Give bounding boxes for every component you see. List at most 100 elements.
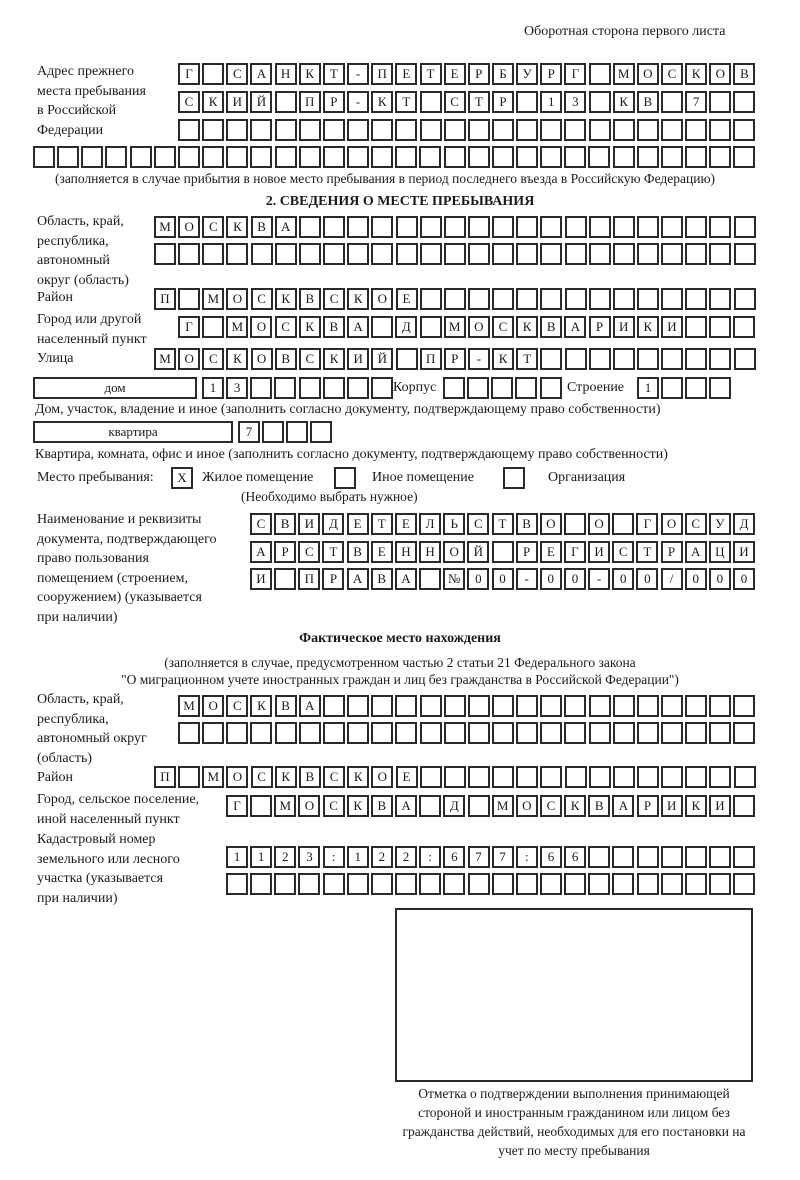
previous-address-row-2-cell[interactable]: -: [347, 91, 370, 113]
actual-city-row-cell[interactable]: А: [395, 795, 418, 817]
previous-address-row-3-cell[interactable]: [661, 119, 683, 141]
city-row-cell[interactable]: Р: [588, 316, 611, 338]
street-row-cell[interactable]: Т: [516, 348, 539, 370]
region-row-1-cell[interactable]: [637, 216, 659, 238]
previous-address-row-3-cell[interactable]: [371, 119, 394, 141]
district-row-cell[interactable]: [685, 288, 708, 310]
previous-address-row-4-cell[interactable]: [250, 146, 273, 168]
document-row-2-cell[interactable]: Н: [419, 541, 442, 563]
actual-region-row-2-cell[interactable]: [467, 722, 490, 744]
region-row-2-cell[interactable]: [588, 243, 611, 265]
document-row-2-cell[interactable]: О: [443, 541, 466, 563]
street-row-cell[interactable]: К: [226, 348, 249, 370]
previous-address-row-2-cell[interactable]: К: [612, 91, 635, 113]
previous-address-row-1-cell[interactable]: С: [226, 63, 249, 85]
previous-address-row-3-cell[interactable]: [178, 119, 200, 141]
actual-district-row-cell[interactable]: [492, 766, 515, 788]
document-row-3-cell[interactable]: 0: [733, 568, 755, 590]
actual-city-row-cell[interactable]: И: [709, 795, 731, 817]
previous-address-row-1-cell[interactable]: Р: [467, 63, 490, 85]
region-row-2-cell[interactable]: [347, 243, 370, 265]
previous-address-row-2-cell[interactable]: С: [443, 91, 466, 113]
district-row-cell[interactable]: [709, 288, 732, 310]
actual-city-row-cell[interactable]: М: [491, 795, 514, 817]
cadastral-row-1-cell[interactable]: [733, 846, 756, 868]
document-row-1-cell[interactable]: Д: [733, 513, 755, 535]
document-row-2-cell[interactable]: Г: [563, 541, 586, 563]
district-row-cell[interactable]: [516, 288, 539, 310]
region-row-1-cell[interactable]: [540, 216, 563, 238]
document-row-3-cell[interactable]: 0: [684, 568, 707, 590]
previous-address-row-1-cell[interactable]: Б: [491, 63, 514, 85]
document-row-2-cell[interactable]: И: [588, 541, 611, 563]
cadastral-row-1-cell[interactable]: 2: [370, 846, 393, 868]
actual-city-row-cell[interactable]: К: [346, 795, 369, 817]
previous-address-row-3-cell[interactable]: [588, 119, 611, 141]
region-row-1-cell[interactable]: [709, 216, 732, 238]
actual-city-row-cell[interactable]: К: [564, 795, 587, 817]
cadastral-row-1-cell[interactable]: [612, 846, 635, 868]
actual-district-row-cell[interactable]: В: [298, 766, 321, 788]
actual-district-row-cell[interactable]: [733, 766, 756, 788]
street-row-cell[interactable]: [588, 348, 611, 370]
street-row-cell[interactable]: Р: [443, 348, 466, 370]
street-row-cell[interactable]: [709, 348, 732, 370]
actual-region-row-2-cell[interactable]: [491, 722, 514, 744]
cadastral-row-1-cell[interactable]: 2: [274, 846, 297, 868]
cadastral-row-2-cell[interactable]: [419, 873, 442, 895]
region-row-2-cell[interactable]: [661, 243, 684, 265]
city-row-cell[interactable]: К: [636, 316, 659, 338]
district-row-cell[interactable]: [178, 288, 201, 310]
house-number-row-cell[interactable]: [322, 377, 345, 399]
previous-address-row-4-cell[interactable]: [322, 146, 345, 168]
actual-district-row-cell[interactable]: [178, 766, 201, 788]
actual-region-row-1-cell[interactable]: [564, 695, 587, 717]
document-row-3-cell[interactable]: 0: [491, 568, 514, 590]
previous-address-row-4-cell[interactable]: [540, 146, 563, 168]
actual-city-row-cell[interactable]: [250, 795, 273, 817]
document-row-1-cell[interactable]: О: [539, 513, 562, 535]
document-row-2-cell[interactable]: С: [298, 541, 321, 563]
actual-region-row-1-cell[interactable]: [636, 695, 659, 717]
previous-address-row-2-cell[interactable]: [516, 91, 539, 113]
cadastral-row-2-cell[interactable]: [660, 873, 683, 895]
cadastral-row-2-cell[interactable]: [539, 873, 562, 895]
cadastral-row-2-cell[interactable]: [612, 873, 635, 895]
cadastral-row-1-cell[interactable]: 6: [539, 846, 562, 868]
city-row-cell[interactable]: [371, 316, 394, 338]
city-row-cell[interactable]: И: [612, 316, 635, 338]
actual-region-row-2-cell[interactable]: [733, 722, 756, 744]
previous-address-row-1-cell[interactable]: Н: [274, 63, 297, 85]
document-row-1-cell[interactable]: Т: [491, 513, 514, 535]
previous-address-row-3-cell[interactable]: [322, 119, 345, 141]
document-row-3-cell[interactable]: П: [298, 568, 321, 590]
region-row-2-cell[interactable]: [395, 243, 418, 265]
document-row-3-cell[interactable]: И: [250, 568, 272, 590]
house-number-row-cell[interactable]: [346, 377, 369, 399]
actual-district-row-cell[interactable]: [467, 766, 490, 788]
previous-address-row-2-cell[interactable]: 3: [564, 91, 587, 113]
region-row-1-cell[interactable]: [347, 216, 370, 238]
actual-district-row-cell[interactable]: [588, 766, 611, 788]
actual-city-row-cell[interactable]: Р: [636, 795, 659, 817]
region-row-1-cell[interactable]: [612, 216, 635, 238]
previous-address-row-4-cell[interactable]: [274, 146, 297, 168]
document-row-3-cell[interactable]: А: [346, 568, 369, 590]
actual-district-row-cell[interactable]: М: [202, 766, 225, 788]
actual-region-row-1-cell[interactable]: [540, 695, 563, 717]
actual-region-row-1-cell[interactable]: [709, 695, 732, 717]
house-number-row-cell[interactable]: [250, 377, 273, 399]
actual-region-row-2-cell[interactable]: [443, 722, 466, 744]
cadastral-row-1-cell[interactable]: :: [515, 846, 538, 868]
previous-address-row-1-cell[interactable]: У: [516, 63, 539, 85]
previous-address-row-1-cell[interactable]: -: [347, 63, 370, 85]
previous-address-row-2-cell[interactable]: 1: [540, 91, 563, 113]
previous-address-row-2-cell[interactable]: Р: [322, 91, 345, 113]
stay-option-residential-checkbox[interactable]: X: [171, 467, 193, 489]
cadastral-row-1-cell[interactable]: 7: [467, 846, 490, 868]
document-row-2-cell[interactable]: Т: [636, 541, 659, 563]
cadastral-row-1-cell[interactable]: [636, 846, 659, 868]
region-row-2-cell[interactable]: [443, 243, 466, 265]
region-row-2-cell[interactable]: [516, 243, 539, 265]
actual-region-row-1-cell[interactable]: К: [250, 695, 273, 717]
